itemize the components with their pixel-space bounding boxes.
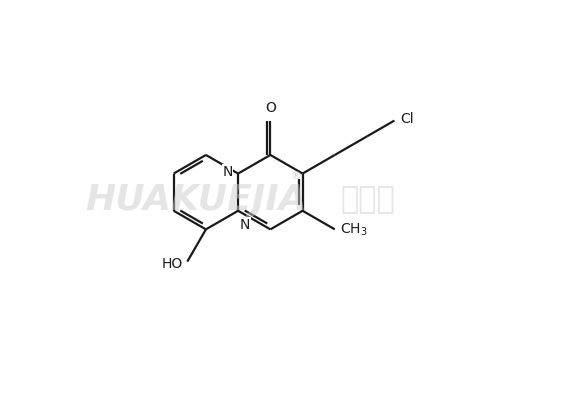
Text: ®: ® — [290, 172, 301, 182]
Text: CH$_3$: CH$_3$ — [340, 221, 367, 238]
Text: 化学加: 化学加 — [341, 186, 395, 214]
Text: O: O — [265, 101, 276, 115]
Text: N: N — [240, 218, 250, 232]
Text: Cl: Cl — [400, 112, 413, 126]
Text: HUAKUEJIA: HUAKUEJIA — [85, 183, 307, 217]
Text: N: N — [222, 165, 232, 179]
Text: HO: HO — [161, 256, 183, 270]
